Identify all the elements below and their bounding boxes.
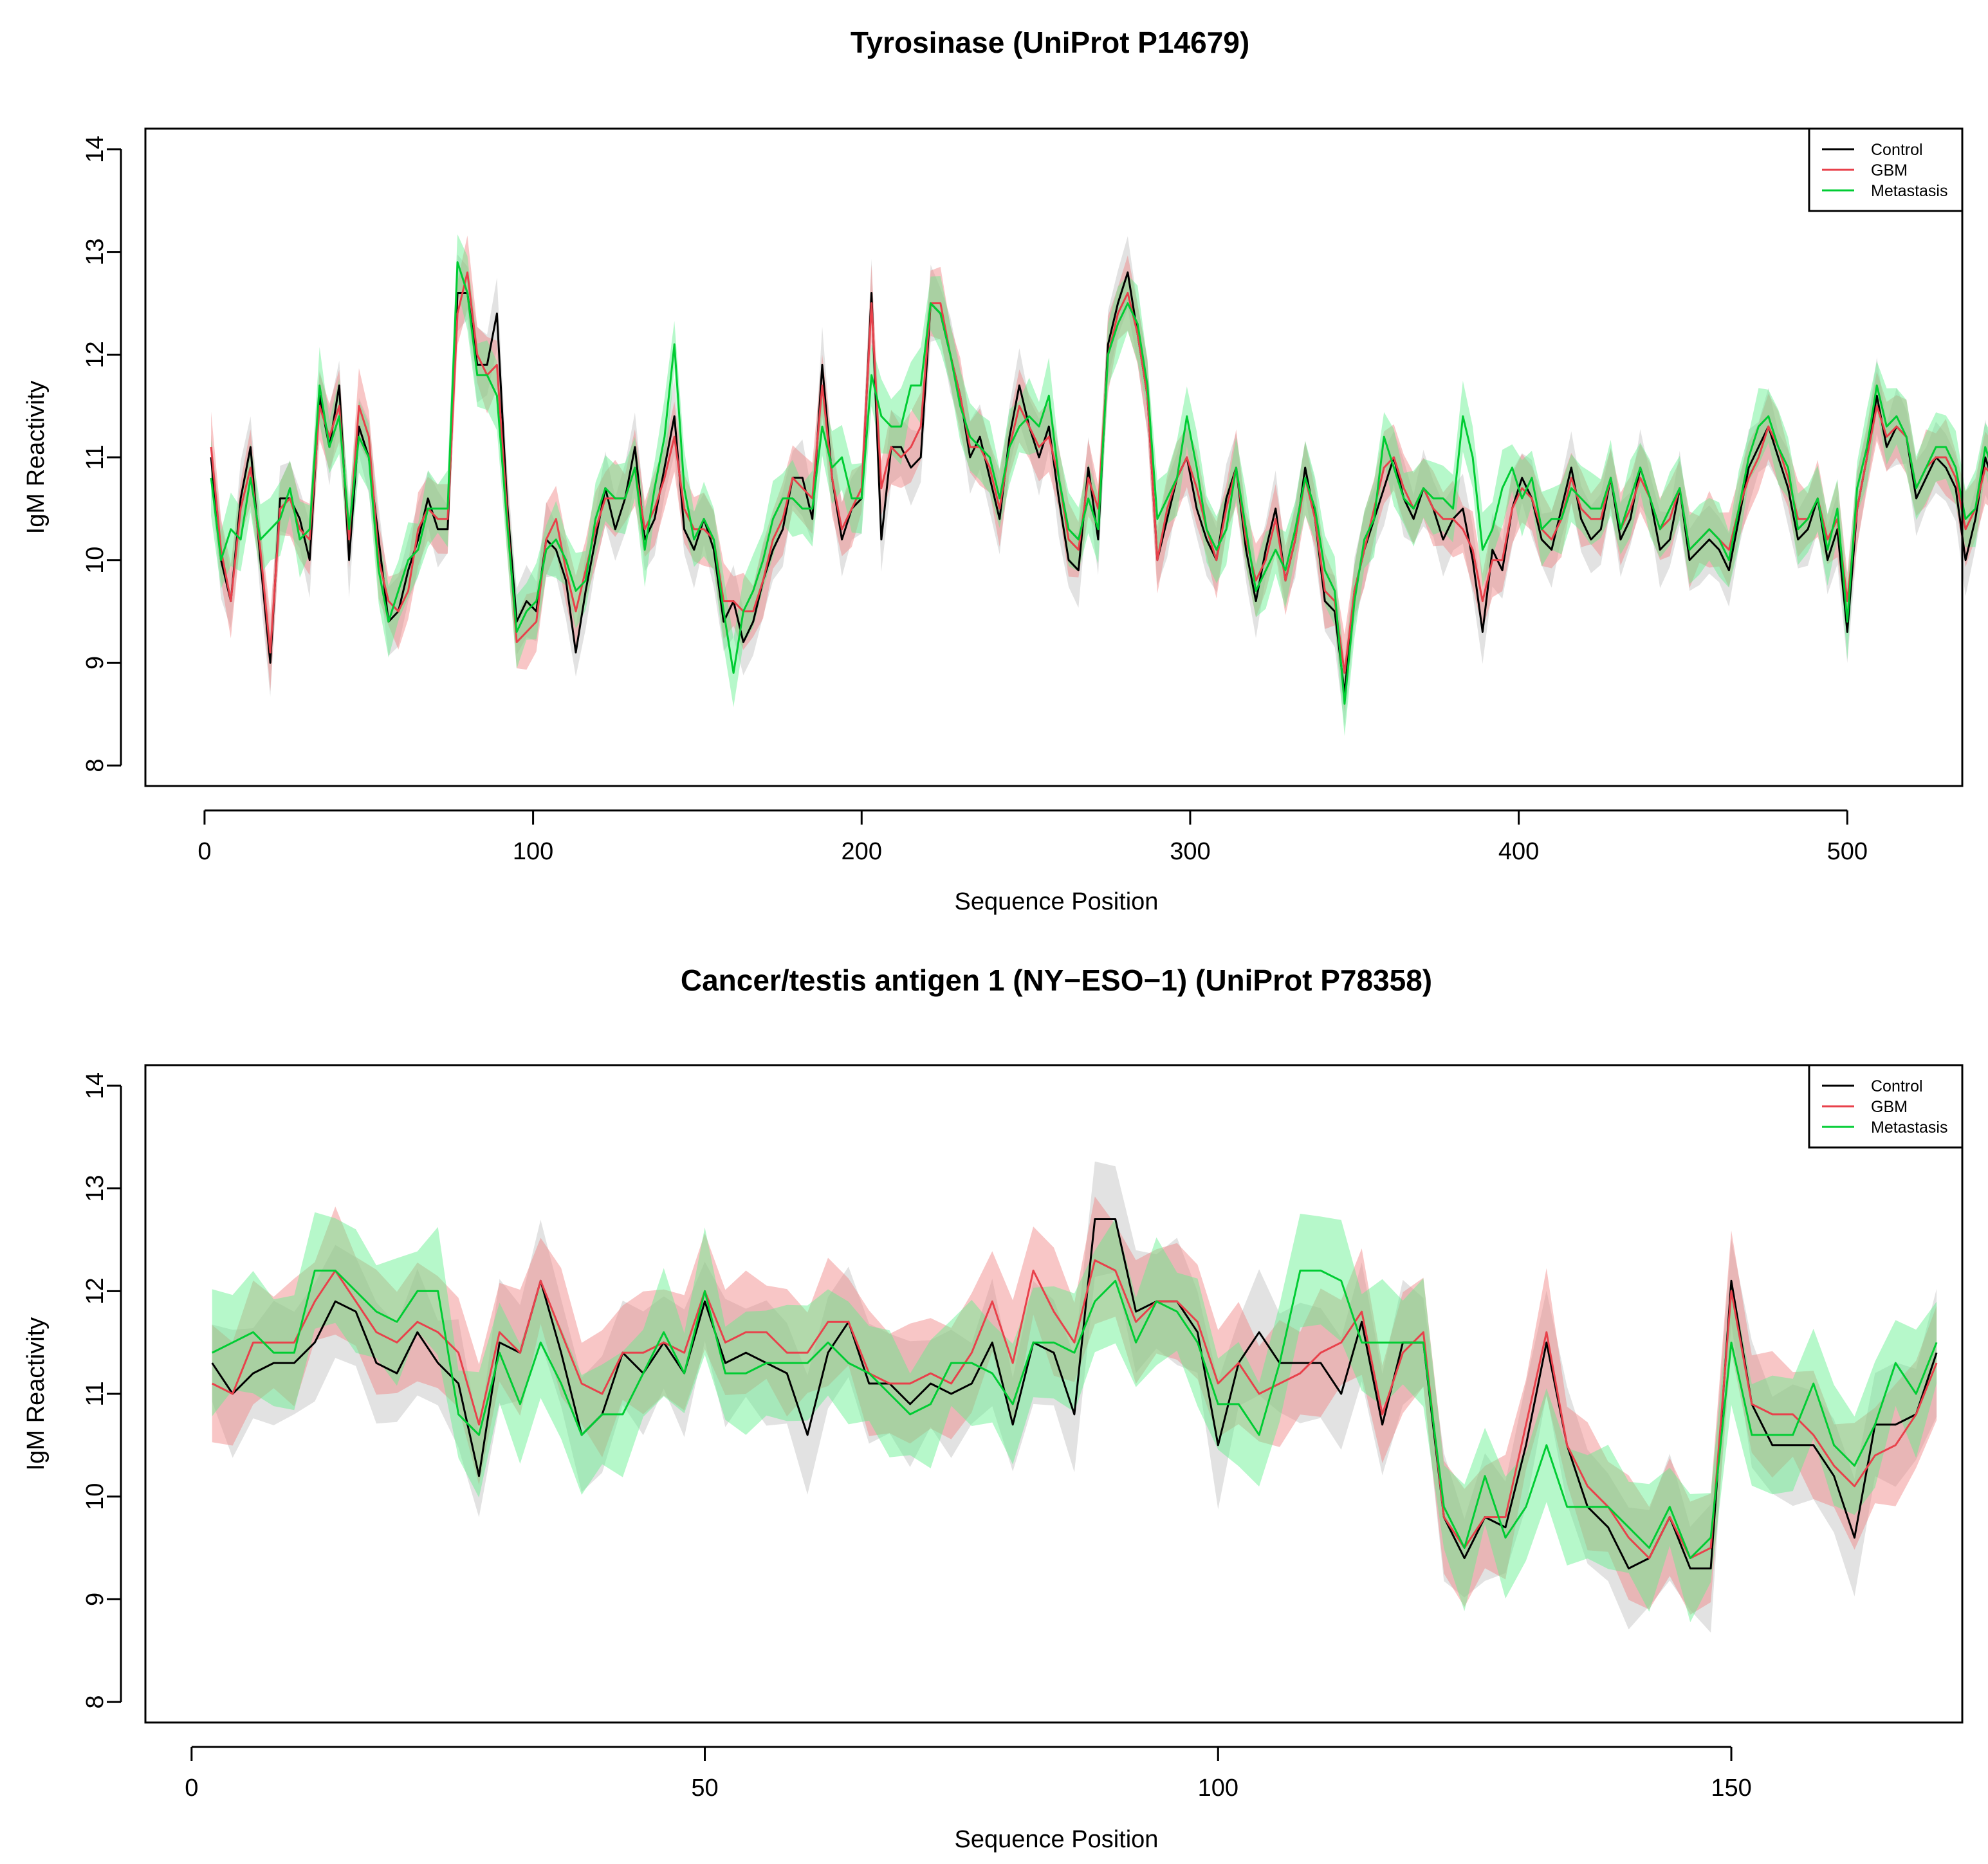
- plot-frame: [144, 1064, 1964, 1724]
- x-axis: 0 50 100 150: [185, 1746, 1752, 1802]
- y-tick-label: 13: [82, 238, 109, 265]
- lines: [210, 261, 1988, 705]
- legend: Control GBM Metastasis: [1808, 127, 1964, 212]
- y-tick-label: 12: [82, 341, 109, 368]
- x-tick-label: 150: [1711, 1775, 1751, 1802]
- y-tick-label: 14: [82, 136, 109, 163]
- x-tick-label: 0: [185, 1775, 198, 1802]
- series-line-gbm: [212, 1259, 1938, 1559]
- x-tick-label: 50: [691, 1775, 718, 1802]
- lines: [211, 1218, 1938, 1569]
- x-axis: 0 100 200 300 400 500: [198, 809, 1868, 865]
- y-axis-label: IgM Reactivity: [23, 1317, 50, 1471]
- y-tick-label: 11: [82, 1381, 109, 1406]
- x-tick-label: 100: [513, 838, 553, 865]
- chart-panel-ny-eso-1: Cancer/testis antigen 1 (NY−ESO−1) (UniP…: [23, 964, 1964, 1853]
- x-tick-label: 0: [198, 838, 211, 865]
- legend-label-gbm: GBM: [1871, 1098, 1908, 1116]
- y-tick-label: 8: [82, 1695, 109, 1708]
- y-tick-label: 9: [82, 1593, 109, 1606]
- series-line-metastasis: [210, 261, 1988, 705]
- legend-label-metastasis: Metastasis: [1871, 1119, 1947, 1137]
- chart-title: Cancer/testis antigen 1 (NY−ESO−1) (UniP…: [681, 964, 1432, 997]
- legend-label-control: Control: [1871, 1077, 1923, 1095]
- x-tick-label: 100: [1198, 1775, 1238, 1802]
- x-tick-label: 500: [1827, 838, 1868, 865]
- y-tick-label: 13: [82, 1174, 109, 1202]
- x-tick-label: 300: [1170, 838, 1210, 865]
- plot-frame: [144, 127, 1964, 787]
- y-tick-label: 11: [82, 444, 109, 470]
- series-line-metastasis: [212, 1269, 1938, 1559]
- confidence-band-gbm: [212, 1196, 1937, 1615]
- y-tick-label: 14: [82, 1072, 109, 1099]
- y-axis: 8 9 10 11 12 13 14: [82, 1072, 122, 1709]
- chart-panel-tyrosinase: Tyrosinase (UniProt P14679) 0 100 200 300 40…: [23, 26, 1988, 915]
- x-axis-label: Sequence Position: [955, 888, 1159, 915]
- confidence-band-metastasis: [212, 1212, 1937, 1623]
- y-tick-label: 8: [82, 758, 109, 772]
- chart-title: Tyrosinase (UniProt P14679): [851, 26, 1249, 59]
- legend: Control GBM Metastasis: [1808, 1064, 1964, 1149]
- y-axis: 8 9 10 11 12 13 14: [82, 136, 122, 772]
- y-axis-label: IgM Reactivity: [23, 381, 50, 535]
- y-tick-label: 10: [82, 1483, 109, 1510]
- legend-label-gbm: GBM: [1871, 161, 1908, 179]
- x-tick-label: 400: [1498, 838, 1539, 865]
- legend-label-control: Control: [1871, 141, 1923, 159]
- series-line-gbm: [210, 271, 1988, 674]
- y-tick-label: 9: [82, 656, 109, 670]
- legend-label-metastasis: Metastasis: [1871, 182, 1947, 200]
- x-axis-label: Sequence Position: [955, 1826, 1159, 1853]
- y-tick-label: 12: [82, 1277, 109, 1304]
- x-tick-label: 200: [842, 838, 882, 865]
- y-tick-label: 10: [82, 547, 109, 574]
